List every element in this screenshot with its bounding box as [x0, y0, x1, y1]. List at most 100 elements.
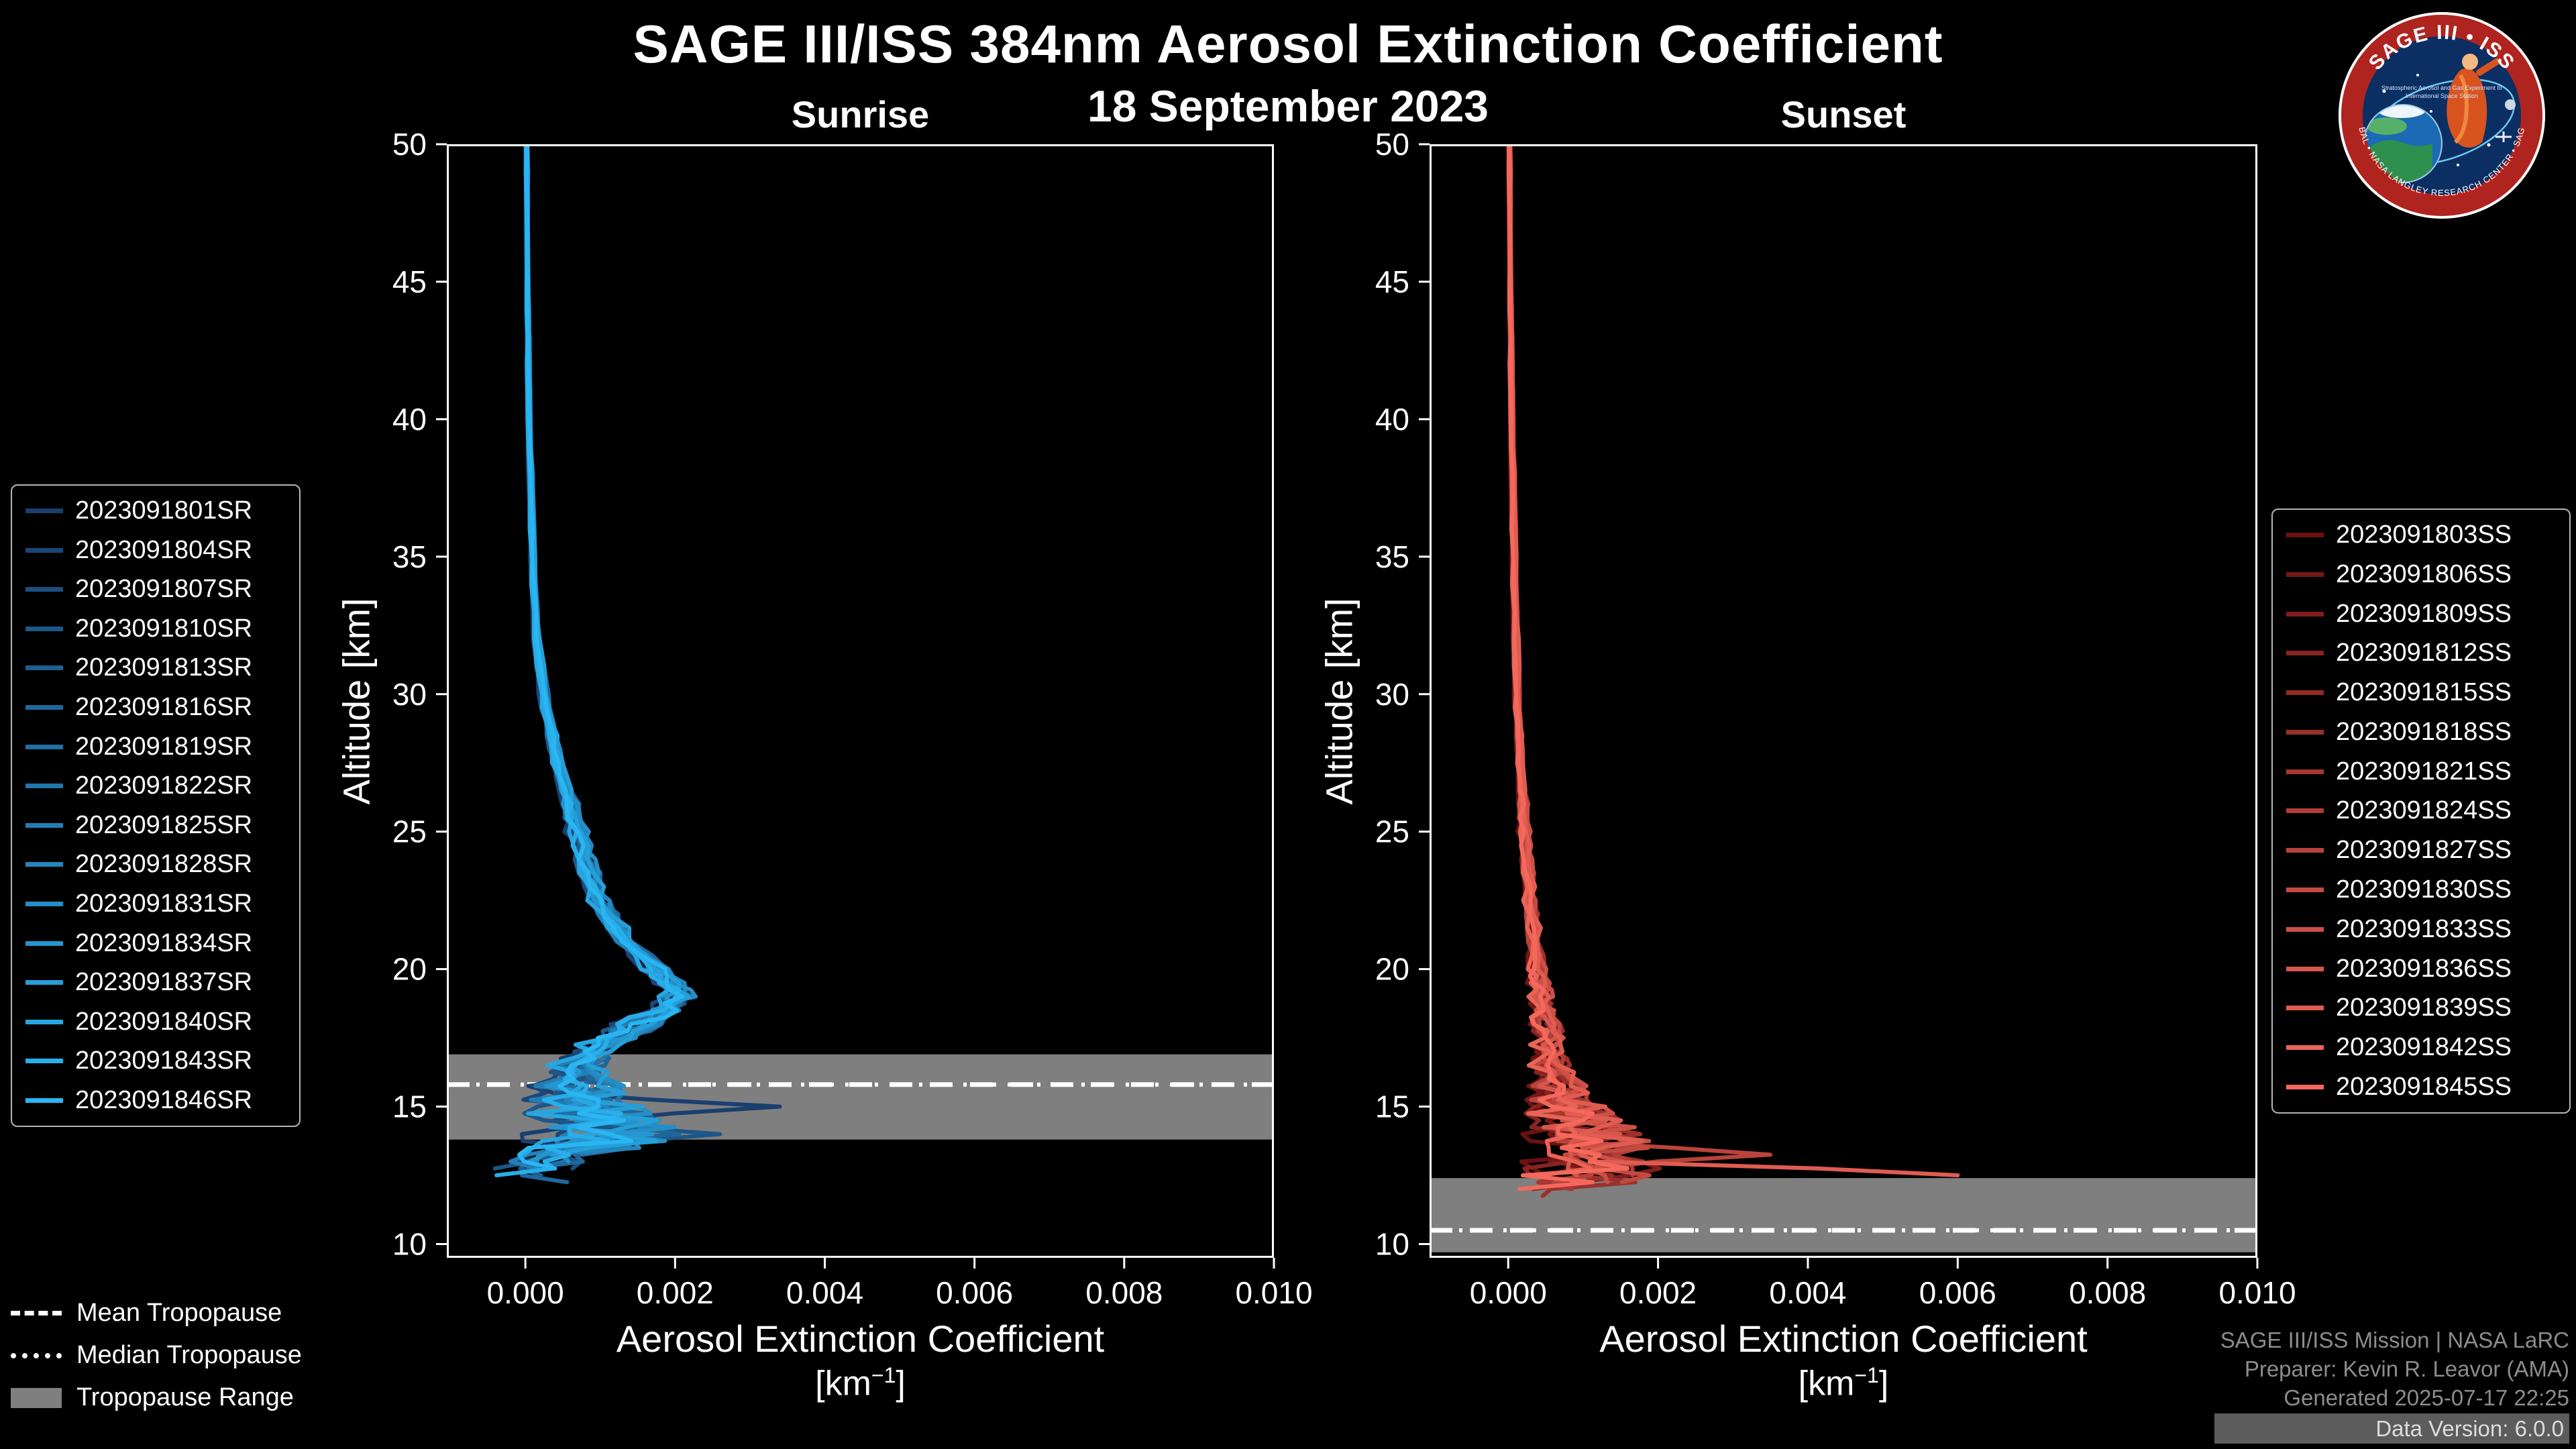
x-tick-label: 0.000	[1470, 1275, 1547, 1310]
mean-tropopause-label: Mean Tropopause	[76, 1299, 282, 1327]
dashed-line-swatch	[11, 1311, 62, 1316]
legend-item: 2023091837SR	[25, 968, 286, 997]
y-tick-label: 20	[1375, 952, 1409, 987]
legend-label: 2023091812SS	[2336, 639, 2512, 667]
legend-swatch	[25, 508, 63, 513]
legend-swatch	[2286, 848, 2324, 853]
y-tick-label: 45	[1375, 264, 1409, 299]
sunset-chart: 0.000 0.002 0.004 0.006 0.008 0.010 10 15 20 25 30…	[1375, 127, 2296, 1403]
logo-subtitle2: International Space Station	[2406, 93, 2478, 99]
x-tick-label: 0.006	[1919, 1275, 1996, 1310]
legend-item: 2023091839SS	[2286, 994, 2556, 1022]
legend-label: 2023091845SS	[2336, 1072, 2512, 1101]
sunrise-y-axis-label: Altitude [km]	[333, 144, 380, 1258]
legend-item: 2023091822SR	[25, 771, 286, 800]
y-tick-label: 30	[1375, 677, 1409, 712]
legend-item: 2023091840SR	[25, 1008, 286, 1036]
legend-swatch	[25, 704, 63, 710]
x-tick-label: 0.002	[637, 1275, 714, 1310]
y-axis-label-text: Altitude [km]	[335, 597, 378, 805]
footer-mission: SAGE III/ISS Mission | NASA LaRC	[2220, 1328, 2569, 1352]
footer-preparer: Preparer: Kevin R. Leavor (AMA)	[2244, 1356, 2569, 1381]
moon-graphic	[2505, 99, 2516, 110]
iss-graphic	[2496, 131, 2512, 142]
x-tick-label: 0.008	[2069, 1275, 2146, 1310]
legend-swatch	[2286, 926, 2324, 932]
legend-swatch	[2286, 769, 2324, 774]
y-tick-label: 15	[392, 1089, 427, 1124]
sunset-x-axis-label: Aerosol Extinction Coefficient [km−1]	[1430, 1317, 2257, 1403]
y-tick-label: 40	[392, 402, 427, 437]
y-tick-label: 20	[392, 952, 427, 987]
sunrise-legend: 2023091801SR 2023091804SR 2023091807SR 2023…	[11, 484, 301, 1127]
legend-item: 2023091836SS	[2286, 955, 2556, 983]
legend-label: 2023091843SR	[75, 1046, 253, 1075]
legend-label: 2023091816SR	[75, 692, 253, 721]
sunset-plot-svg: 0.000 0.002 0.004 0.006 0.008 0.010 10 15 20 25 30…	[1375, 127, 2296, 1310]
legend-swatch	[2286, 808, 2324, 814]
legend-label: 2023091839SS	[2336, 994, 2512, 1022]
legend-swatch	[2286, 1084, 2324, 1089]
legend-item: 2023091812SS	[2286, 639, 2556, 667]
x-tick-label: 0.004	[786, 1275, 863, 1310]
legend-item: 2023091825SR	[25, 811, 286, 840]
y-tick-label: 45	[392, 264, 427, 299]
profile-line-2023091846SR	[517, 144, 685, 1171]
legend-label: 2023091818SS	[2336, 717, 2512, 746]
x-axis-label-text: Aerosol Extinction Coefficient	[616, 1318, 1105, 1360]
legend-swatch	[2286, 611, 2324, 616]
legend-item: 2023091821SS	[2286, 757, 2556, 786]
legend-label: 2023091846SR	[75, 1085, 253, 1114]
median-tropopause-label: Median Tropopause	[76, 1341, 302, 1369]
legend-swatch	[2286, 1045, 2324, 1051]
mean-tropopause-legend-item: Mean Tropopause	[11, 1299, 302, 1328]
tropopause-range-legend-item: Tropopause Range	[11, 1383, 302, 1412]
x-axis-units: [km−1]	[1798, 1363, 1889, 1403]
legend-swatch	[25, 1097, 63, 1103]
legend-swatch	[25, 587, 63, 592]
legend-label: 2023091819SR	[75, 732, 253, 761]
sunset-panel-title: Sunset	[1780, 93, 1907, 136]
legend-item: 2023091819SR	[25, 733, 286, 761]
legend-label: 2023091830SS	[2336, 875, 2512, 904]
x-tick-label: 0.000	[487, 1275, 564, 1310]
sunrise-x-axis-label: Aerosol Extinction Coefficient [km−1]	[447, 1317, 1274, 1403]
profile-line-2023091836SS	[1507, 144, 1623, 1177]
legend-item: 2023091813SR	[25, 653, 286, 682]
plot-frame	[447, 144, 1274, 1258]
figure-head	[2462, 54, 2478, 70]
legend-item: 2023091834SR	[25, 929, 286, 958]
legend-item: 2023091809SS	[2286, 600, 2556, 629]
legend-label: 2023091815SS	[2336, 678, 2512, 707]
legend-item: 2023091818SS	[2286, 718, 2556, 747]
legend-swatch	[25, 941, 63, 946]
legend-label: 2023091806SS	[2336, 559, 2512, 588]
legend-item: 2023091845SS	[2286, 1073, 2556, 1102]
legend-item: 2023091828SR	[25, 850, 286, 879]
sunset-legend: 2023091803SS 2023091806SS 2023091809SS 2023…	[2271, 508, 2571, 1114]
legend-label: 2023091804SR	[75, 535, 253, 564]
footer-data-version: Data Version: 6.0.0	[2214, 1413, 2569, 1444]
gray-patch-swatch	[11, 1387, 62, 1408]
x-axis-units: [km−1]	[815, 1363, 906, 1403]
y-tick-label: 10	[1375, 1227, 1409, 1262]
x-axis-label-text: Aerosol Extinction Coefficient	[1599, 1318, 2088, 1360]
y-tick-label: 50	[1375, 127, 1409, 162]
profile-line-2023091834SR	[524, 144, 682, 1164]
legend-swatch	[2286, 651, 2324, 656]
x-tick-label: 0.010	[1235, 1275, 1312, 1310]
footer-generated: Generated 2025-07-17 22:25	[2284, 1385, 2569, 1410]
x-tick-label: 0.010	[2218, 1275, 2296, 1310]
median-tropopause-legend-item: Median Tropopause	[11, 1341, 302, 1370]
logo-subtitle: Stratospheric Aerosol and Gas Experiment…	[2381, 85, 2502, 91]
legend-label: 2023091803SS	[2336, 521, 2512, 549]
legend-item: 2023091810SR	[25, 614, 286, 643]
tropopause-range-band	[1430, 1178, 2257, 1252]
x-tick-label: 0.002	[1619, 1275, 1697, 1310]
legend-swatch	[25, 980, 63, 985]
legend-swatch	[25, 626, 63, 631]
legend-label: 2023091807SR	[75, 575, 253, 604]
legend-swatch	[25, 744, 63, 749]
profile-line-2023091818SS	[1508, 144, 1646, 1198]
profile-line-2023091824SS	[1507, 144, 1643, 1177]
